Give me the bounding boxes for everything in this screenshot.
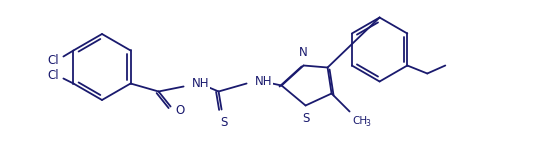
Text: O: O <box>175 104 185 117</box>
Text: NH: NH <box>191 77 209 90</box>
Text: Cl: Cl <box>48 54 59 67</box>
Text: S: S <box>302 113 309 125</box>
Text: NH: NH <box>255 75 272 88</box>
Text: S: S <box>220 116 227 129</box>
Text: CH: CH <box>353 116 368 126</box>
Text: Cl: Cl <box>48 69 59 82</box>
Text: 3: 3 <box>366 118 371 127</box>
Text: N: N <box>299 46 308 59</box>
